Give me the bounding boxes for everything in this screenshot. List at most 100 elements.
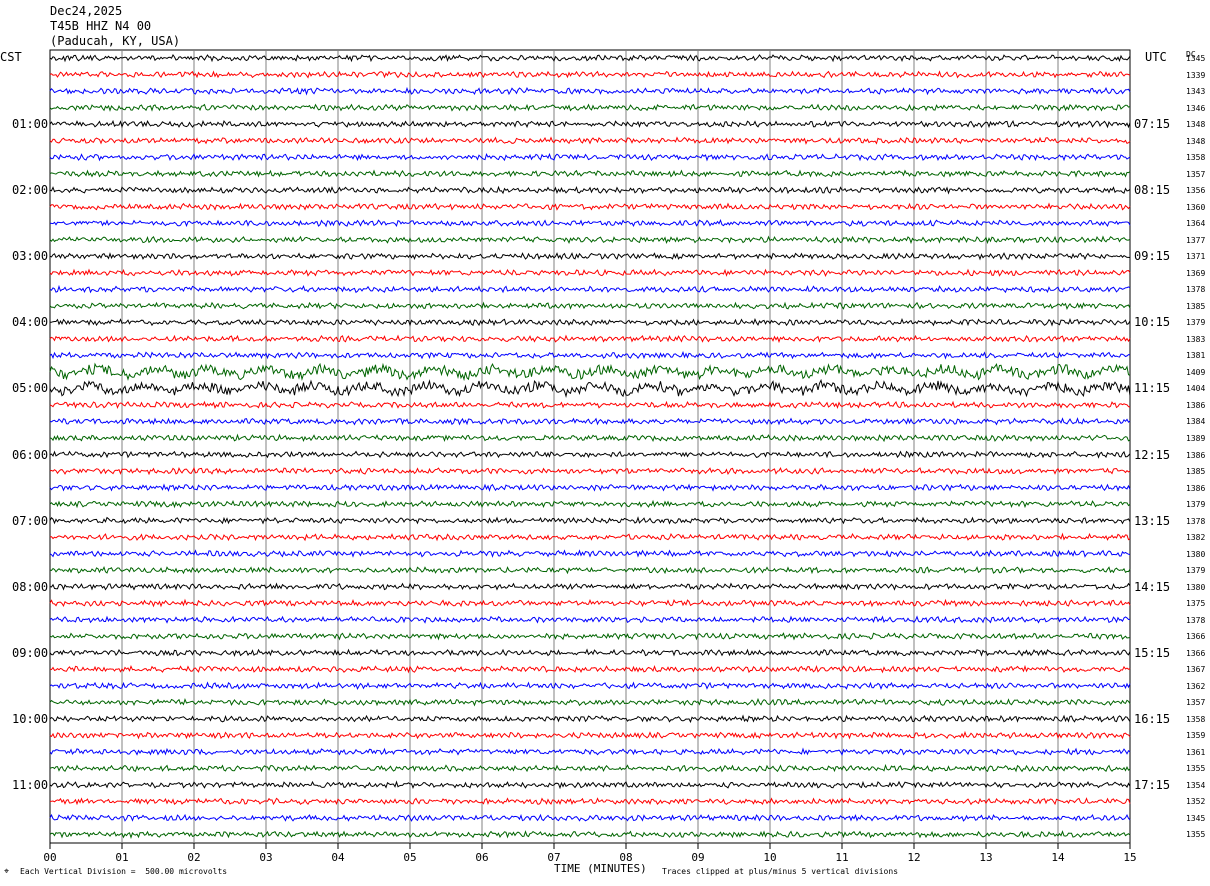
- right-time-label: 08:15: [1134, 183, 1171, 198]
- right-time-label: 17:15: [1134, 777, 1171, 792]
- dc-offset-label: 1380: [1186, 582, 1206, 592]
- right-timezone-label: UTC: [1145, 50, 1167, 64]
- clip-note: Traces clipped at plus/minus 5 vertical …: [662, 867, 899, 876]
- seismic-trace: [49, 565, 1131, 575]
- dc-offset-label: 1384: [1186, 417, 1206, 427]
- dc-offset-label: 1369: [1186, 268, 1206, 278]
- seismic-trace: [49, 830, 1131, 839]
- seismic-trace: [49, 730, 1131, 740]
- dc-offset-label: 1386: [1186, 400, 1206, 410]
- dc-offset-label: 1343: [1186, 87, 1206, 96]
- dc-offset-label: 1357: [1186, 169, 1206, 179]
- seismic-trace: [49, 334, 1131, 344]
- left-time-label: 01:00: [12, 117, 49, 132]
- dc-offset-label: 1346: [1186, 103, 1206, 113]
- dc-offset-label: 1375: [1186, 599, 1206, 609]
- seismic-trace: [49, 433, 1131, 443]
- right-time-label: 16:15: [1134, 711, 1171, 726]
- seismic-trace: [49, 681, 1131, 691]
- seismic-trace: [49, 152, 1131, 162]
- seismic-trace: [49, 119, 1131, 129]
- dc-offset-label: 1383: [1186, 334, 1206, 344]
- left-time-label: 07:00: [12, 513, 49, 528]
- seismic-trace: [49, 797, 1131, 806]
- x-tick-label: 09: [691, 851, 704, 864]
- dc-offset-label: 1379: [1186, 566, 1206, 576]
- seismic-trace: [49, 284, 1131, 294]
- seismic-trace: [49, 466, 1131, 476]
- x-tick-label: 12: [907, 851, 920, 864]
- right-time-label: 11:15: [1134, 381, 1171, 396]
- dc-offset-label: 1352: [1186, 797, 1206, 807]
- dc-offset-label: 1386: [1186, 483, 1206, 493]
- dc-offset-label: 1357: [1186, 698, 1206, 708]
- seismic-trace: [49, 582, 1131, 591]
- station-label: T45B HHZ N4 00: [50, 19, 152, 33]
- right-time-label: 12:15: [1134, 447, 1171, 462]
- left-time-label: 09:00: [12, 645, 49, 660]
- left-time-label: 06:00: [12, 447, 49, 462]
- dc-offset-label: 1385: [1186, 467, 1206, 476]
- dc-offset-label: 1377: [1186, 235, 1206, 245]
- seismic-trace: [49, 450, 1131, 459]
- date-label: Dec24,2025: [50, 4, 123, 18]
- dc-offset-label: 1385: [1186, 301, 1206, 311]
- dc-offset-label: 1378: [1186, 615, 1206, 625]
- dc-offset-label: 1364: [1186, 219, 1206, 229]
- left-time-label: 08:00: [12, 579, 49, 594]
- left-timezone-label: CST: [0, 50, 22, 64]
- x-axis-title: TIME (MINUTES): [554, 862, 647, 875]
- dc-offset-label: 1409: [1186, 367, 1206, 377]
- x-tick-label: 05: [403, 851, 416, 864]
- dc-offset-label: 1382: [1186, 533, 1206, 543]
- dc-offset-label: 1359: [1186, 731, 1206, 741]
- x-tick-label: 01: [115, 851, 128, 864]
- seismic-trace: [49, 350, 1131, 360]
- right-time-label: 15:15: [1134, 645, 1171, 660]
- seismic-trace: [49, 136, 1131, 145]
- dc-header-label: DC: [1186, 50, 1196, 59]
- seismic-trace: [49, 103, 1131, 112]
- left-time-label: 04:00: [12, 315, 49, 330]
- x-tick-label: 14: [1051, 851, 1065, 864]
- x-tick-label: 13: [979, 851, 992, 864]
- left-time-label: 10:00: [12, 711, 49, 726]
- seismic-trace: [49, 400, 1131, 410]
- seismic-trace: [49, 763, 1131, 773]
- traces: [49, 54, 1131, 839]
- dc-offset-label: 1358: [1186, 714, 1206, 724]
- dc-offset-label: 1348: [1186, 136, 1206, 146]
- seismic-trace: [49, 697, 1131, 707]
- seismic-trace: [49, 252, 1131, 261]
- seismic-trace: [49, 632, 1131, 641]
- seismic-trace: [49, 483, 1131, 492]
- seismic-trace: [49, 218, 1131, 228]
- seismic-trace: [49, 532, 1131, 542]
- x-tick-label: 03: [259, 851, 272, 864]
- seismic-trace: [49, 235, 1131, 245]
- dc-offset-label: 1339: [1186, 70, 1206, 80]
- seismic-trace: [49, 664, 1131, 674]
- x-tick-label: 11: [835, 851, 848, 864]
- seismic-trace: [49, 86, 1131, 96]
- right-time-label: 10:15: [1134, 315, 1171, 330]
- seismic-trace: [49, 202, 1131, 211]
- x-tick-label: 02: [187, 851, 200, 864]
- x-tick-label: 06: [475, 851, 488, 864]
- x-tick-label: 04: [331, 851, 345, 864]
- location-label: (Paducah, KY, USA): [50, 34, 181, 48]
- dc-offset-label: 1404: [1186, 384, 1206, 394]
- seismic-trace: [49, 516, 1131, 525]
- seismic-trace: [49, 362, 1131, 382]
- seismic-trace: [49, 417, 1131, 426]
- grid: [49, 49, 1131, 844]
- right-time-label: 14:15: [1134, 579, 1171, 594]
- dc-offset-label: 1361: [1186, 747, 1206, 757]
- seismic-trace: [49, 70, 1131, 79]
- dc-offset-label: 1381: [1186, 351, 1206, 361]
- dc-offset-label: 1345: [1186, 813, 1206, 823]
- dc-offset-label: 1356: [1186, 186, 1206, 196]
- left-time-label: 11:00: [12, 777, 49, 792]
- seismic-trace: [49, 714, 1131, 724]
- seismic-trace: [49, 378, 1131, 399]
